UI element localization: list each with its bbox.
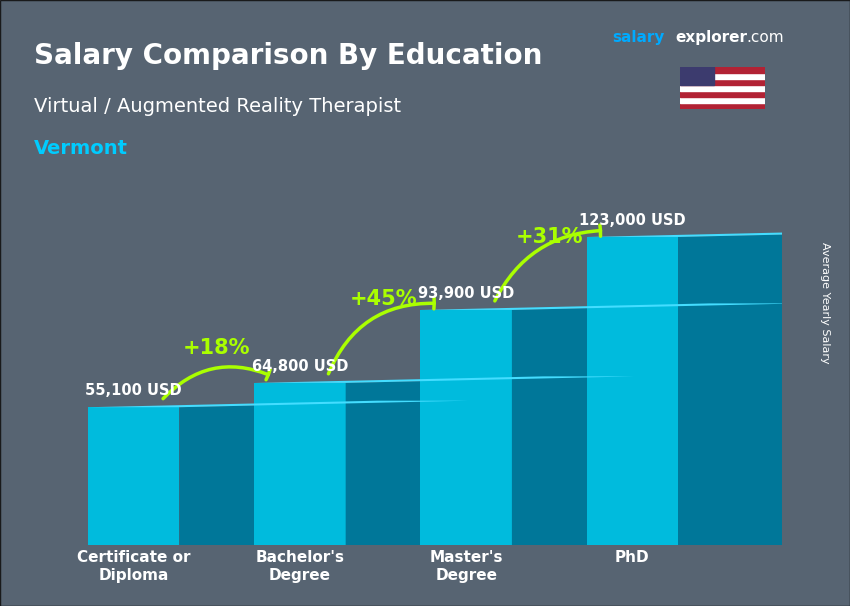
Bar: [680, 67, 765, 73]
Text: 64,800 USD: 64,800 USD: [252, 359, 348, 374]
Polygon shape: [586, 230, 850, 237]
Polygon shape: [421, 304, 801, 310]
Polygon shape: [88, 407, 179, 545]
Polygon shape: [421, 310, 512, 545]
Polygon shape: [512, 304, 801, 545]
Polygon shape: [346, 376, 635, 545]
Bar: [680, 73, 765, 79]
Bar: [680, 103, 765, 109]
Polygon shape: [678, 230, 850, 545]
Polygon shape: [254, 376, 635, 383]
Bar: [680, 79, 765, 85]
Polygon shape: [88, 401, 468, 407]
Text: +18%: +18%: [183, 338, 251, 358]
Bar: [680, 91, 765, 97]
Text: 93,900 USD: 93,900 USD: [418, 286, 514, 301]
Polygon shape: [254, 383, 346, 545]
Bar: [680, 67, 714, 85]
Polygon shape: [179, 401, 468, 545]
Text: Vermont: Vermont: [34, 139, 128, 158]
Text: salary: salary: [612, 30, 665, 45]
Text: +45%: +45%: [349, 289, 416, 309]
Text: Salary Comparison By Education: Salary Comparison By Education: [34, 42, 542, 70]
Text: +31%: +31%: [516, 227, 583, 247]
Text: Average Yearly Salary: Average Yearly Salary: [819, 242, 830, 364]
Bar: [680, 97, 765, 103]
Text: 123,000 USD: 123,000 USD: [579, 213, 686, 228]
Bar: [680, 85, 765, 91]
Text: explorer: explorer: [676, 30, 748, 45]
Text: 55,100 USD: 55,100 USD: [85, 383, 182, 398]
Text: Virtual / Augmented Reality Therapist: Virtual / Augmented Reality Therapist: [34, 97, 401, 116]
Text: .com: .com: [746, 30, 784, 45]
Polygon shape: [586, 237, 678, 545]
